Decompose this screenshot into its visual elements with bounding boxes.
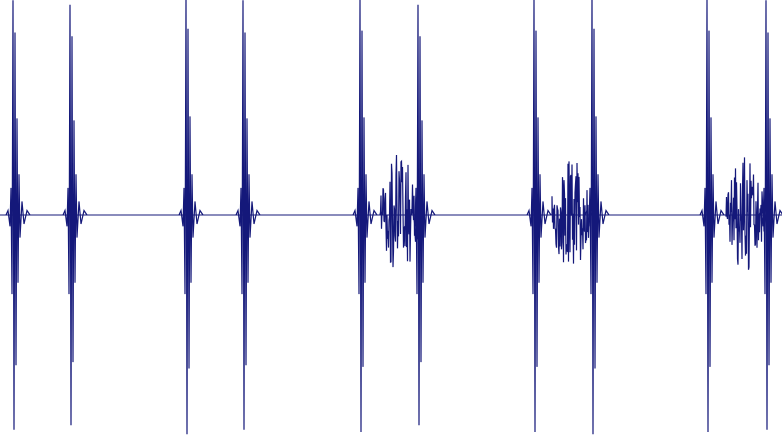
- waveform-impulse-2: [178, 0, 204, 435]
- waveform-impulse-4: [352, 0, 378, 433]
- waveform-impulse-7: [526, 0, 552, 433]
- waveform-impulse-12: [758, 0, 782, 430]
- waveform-impulse-0: [5, 0, 31, 430]
- waveform-impulse-10: [699, 0, 725, 433]
- waveform-burst-11: [725, 157, 767, 270]
- waveform-burst-8: [551, 161, 593, 264]
- waveform-impulse-1: [62, 4, 88, 426]
- waveform-impulse-3: [235, 0, 261, 430]
- waveform-impulse-9: [584, 0, 610, 435]
- waveform-impulse-6: [410, 4, 436, 426]
